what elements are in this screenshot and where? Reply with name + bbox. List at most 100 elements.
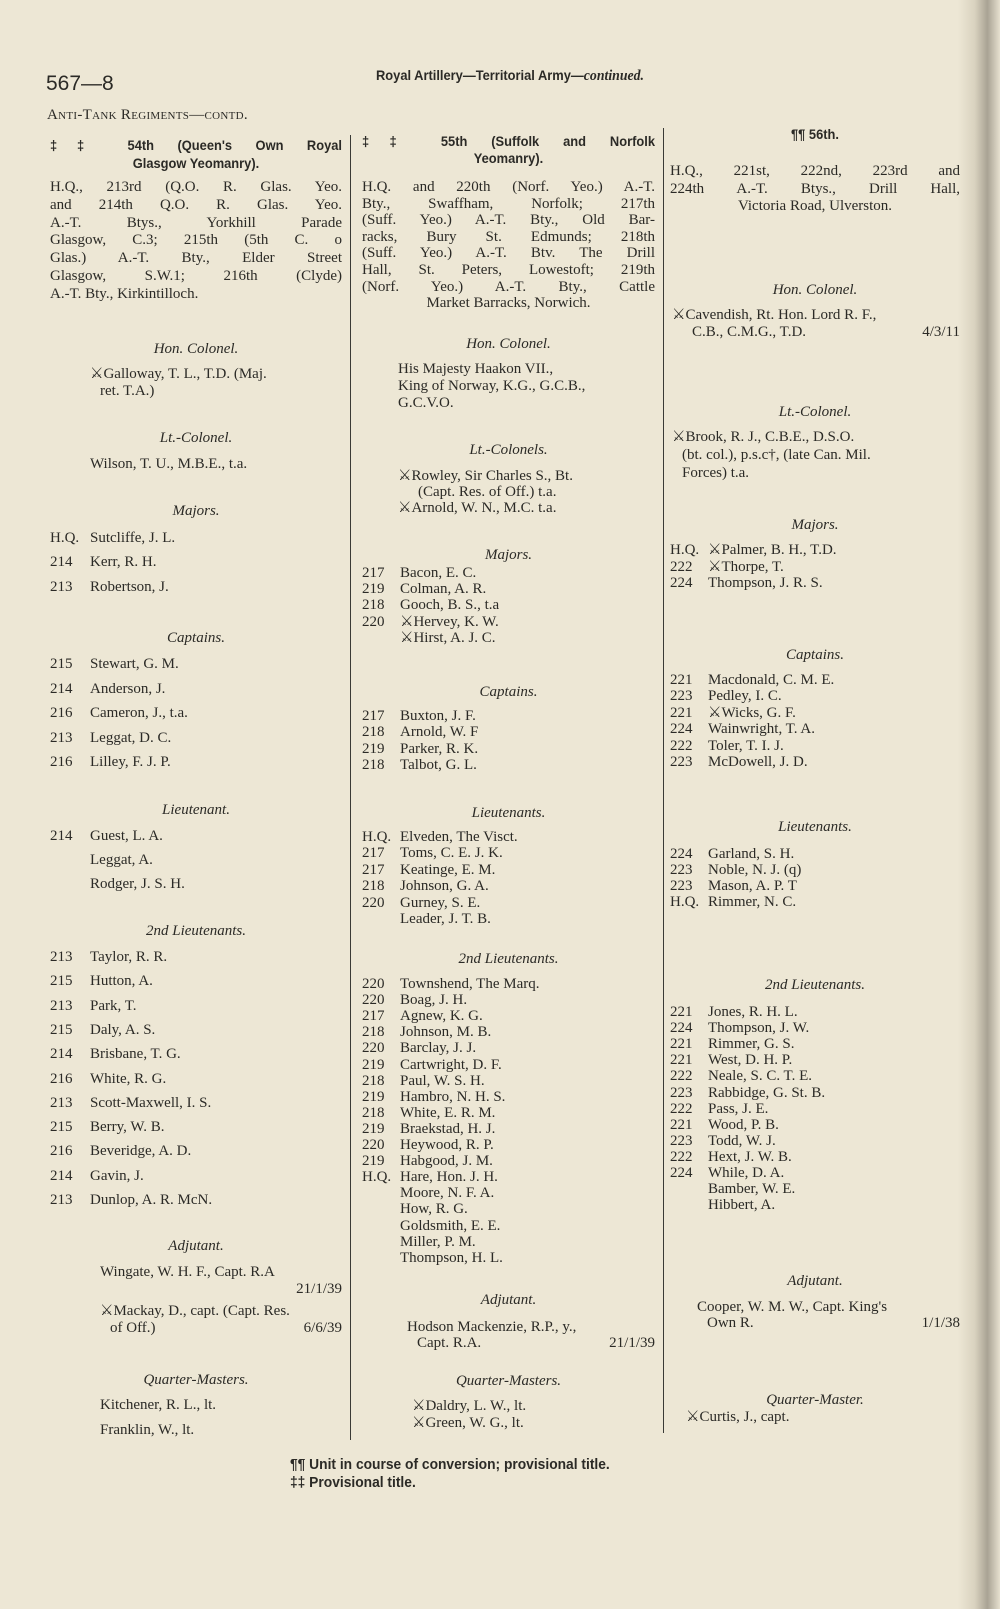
officer-name: ⚔Wicks, G. F.: [708, 704, 796, 721]
officer-name: Kerr, R. H.: [90, 554, 157, 571]
officer-name: Hibbert, A.: [708, 1197, 776, 1214]
section-title: Majors.: [484, 547, 533, 563]
list-entry: Thompson, H. L.: [362, 1249, 655, 1267]
officer-name: Hodson Mackenzie, R.P., y.,: [407, 1319, 577, 1335]
list-entry: ⚔Galloway, T. L., T.D. (Maj.: [50, 365, 342, 383]
officer-name: ⚔Hervey, K. W.: [400, 613, 499, 630]
officer-name: Dunlop, A. R. McN.: [90, 1192, 213, 1208]
battery-number: 219: [362, 1120, 385, 1137]
officer-name: Johnson, G. A.: [400, 878, 489, 895]
officer-name: Brisbane, T. G.: [90, 1046, 181, 1063]
battery-number: 214: [50, 828, 73, 844]
section-title: Lieutenant.: [162, 802, 230, 818]
address-line: H.Q., 213rd (Q.O. R. Glas. Yeo.: [50, 179, 342, 195]
list-entry: 220 Barclay, J. J.: [362, 1039, 655, 1057]
list-entry: 224 While, D. A.: [670, 1164, 960, 1182]
column-heading: ‡‡ 55th (Suffolk and Norfolk: [362, 133, 655, 149]
officer-name: Garland, S. H.: [708, 846, 795, 862]
section-heading: Anti-Tank Regiments—contd.: [47, 107, 248, 123]
officer-name: Cooper, W. M. W., Capt. King's: [697, 1299, 888, 1315]
officer-name: Arnold, W. F: [400, 724, 479, 741]
battery-number: 214: [50, 554, 73, 571]
officer-name: Elveden, The Visct.: [400, 829, 518, 845]
list-entry: 217 Bacon, E. C.: [362, 564, 655, 582]
list-entry: Cooper, W. M. W., Capt. King's: [670, 1298, 960, 1316]
officer-name: Gavin, J.: [90, 1167, 144, 1184]
battery-number: 214: [50, 1046, 73, 1063]
officer-name: Daly, A. S.: [90, 1021, 156, 1038]
battery-number: 216: [50, 705, 73, 722]
officer-name: Rabbidge, G. St. B.: [708, 1084, 826, 1101]
battery-number: 221: [670, 672, 693, 688]
list-entry: 223 Noble, N. J. (q): [670, 861, 960, 879]
officer-name: White, R. G.: [90, 1070, 167, 1087]
column-divider: [663, 128, 664, 1433]
list-entry: 221 Rimmer, G. S.: [670, 1035, 960, 1053]
officer-name: Goldsmith, E. E.: [400, 1217, 501, 1234]
list-entry: 216 Beveridge, A. D.: [50, 1142, 342, 1160]
list-entry: 223 Mason, A. P. T: [670, 877, 960, 895]
battery-number: 220: [362, 613, 385, 630]
officer-name: Moore, N. F. A.: [400, 1185, 495, 1202]
list-entry: 220 Gurney, S. E.: [362, 894, 655, 912]
battery-number: 213: [50, 997, 73, 1014]
column-heading: Yeomanry).: [473, 150, 544, 166]
page-number: 567—8: [46, 72, 114, 95]
battery-number: 224: [670, 1165, 693, 1181]
officer-name: of Off.): [110, 1320, 156, 1336]
list-entry: 221 Jones, R. H. L.: [670, 1003, 960, 1021]
battery-number: 218: [362, 878, 385, 895]
section-title: Adjutant.: [787, 1273, 843, 1289]
officer-name: Leggat, D. C.: [90, 729, 172, 746]
list-entry: 213 Scott-Maxwell, I. S.: [50, 1094, 342, 1112]
list-entry: 224 Garland, S. H.: [670, 845, 960, 863]
section-title: Lieutenants.: [778, 819, 852, 835]
section-title: Captains.: [479, 684, 538, 700]
list-entry: 222 ⚔Thorpe, T.: [670, 558, 960, 576]
list-entry: 215 Daly, A. S.: [50, 1021, 342, 1039]
battery-number: 224: [670, 575, 693, 591]
battery-number: 216: [50, 1070, 73, 1087]
officer-name: ⚔Green, W. G., lt.: [412, 1415, 524, 1431]
list-entry: ⚔Arnold, W. N., M.C. t.a.: [362, 499, 655, 517]
section-title: Majors.: [172, 503, 220, 519]
officer-name: Rodger, J. S. H.: [90, 876, 185, 892]
list-entry: Goldsmith, E. E.: [362, 1217, 655, 1235]
battery-number: 222: [670, 1100, 693, 1117]
address-line: A.-T. Bty., Kirkintilloch.: [50, 285, 199, 302]
officer-name: Hext, J. W. B.: [708, 1148, 792, 1165]
officer-name: White, E. R. M.: [400, 1104, 496, 1121]
battery-number: 223: [670, 754, 693, 770]
list-entry: His Majesty Haakon VII.,: [362, 360, 655, 378]
officer-name: His Majesty Haakon VII.,: [398, 361, 554, 377]
list-entry: ⚔Mackay, D., capt. (Capt. Res.: [50, 1302, 342, 1320]
address-line: H.Q. and 220th (Norf. Yeo.) A.-T.: [362, 179, 655, 195]
battery-number: 219: [362, 581, 385, 598]
officer-name: ret. T.A.): [100, 383, 155, 399]
officer-name: Hutton, A.: [90, 973, 153, 990]
list-entry: 221 ⚔Wicks, G. F.: [670, 704, 960, 722]
section-title: 2nd Lieutenants.: [146, 923, 246, 939]
list-entry: ret. T.A.): [50, 382, 342, 400]
section-title: 2nd Lieutenants.: [458, 951, 559, 967]
list-entry: 222 Neale, S. C. T. E.: [670, 1067, 960, 1085]
running-title: Royal Artillery—Territorial Army—continu…: [317, 67, 703, 85]
list-entry: Franklin, W., lt.: [50, 1421, 342, 1439]
battery-number: 222: [670, 1068, 693, 1085]
list-entry: 215 Berry, W. B.: [50, 1118, 342, 1136]
battery-number: 221: [670, 1036, 693, 1053]
battery-number: 218: [362, 724, 385, 741]
list-entry: 223 McDowell, J. D.: [670, 753, 960, 771]
officer-name: Beveridge, A. D.: [90, 1143, 192, 1160]
battery-number: 223: [670, 862, 693, 878]
officer-name: Rimmer, G. S.: [708, 1036, 795, 1053]
list-entry: H.Q. Sutcliffe, J. L.: [50, 529, 342, 547]
battery-number: 223: [670, 688, 693, 705]
list-entry: 218 Johnson, M. B.: [362, 1023, 655, 1041]
address-line: and 214th Q.O. R. Glas. Yeo.: [50, 196, 342, 213]
list-entry: ⚔Curtis, J., capt.: [670, 1408, 960, 1426]
list-entry: 219 Habgood, J. M.: [362, 1152, 655, 1170]
battery-number: 213: [50, 1094, 73, 1111]
list-entry: 217 Toms, C. E. J. K.: [362, 844, 655, 862]
list-entry: 224 Thompson, J. W.: [670, 1019, 960, 1037]
